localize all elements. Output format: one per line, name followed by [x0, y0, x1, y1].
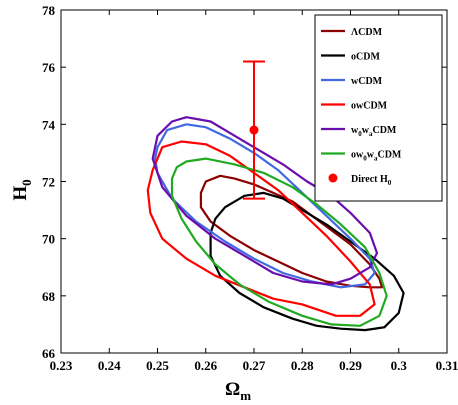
contour-wcdm: [154, 123, 376, 289]
x-tick-label: 0.26: [194, 358, 217, 373]
legend-item: ΛCDM: [321, 27, 383, 38]
y-tick-label: 78: [42, 3, 56, 18]
y-tick-label: 66: [42, 346, 56, 361]
direct-h0-marker: [243, 60, 265, 200]
x-tick-label: 0.31: [436, 358, 458, 373]
y-tick-label: 74: [42, 117, 56, 132]
legend-label: wCDM: [351, 76, 383, 87]
contour-ow0wacdm: [170, 157, 388, 327]
x-tick-label: 0.23: [50, 358, 73, 373]
legend-item: owCDM: [321, 101, 388, 112]
y-tick-label: 72: [42, 175, 55, 190]
legend-label: Direct H0: [351, 174, 392, 187]
direct-point: [249, 125, 259, 135]
x-tick-label: 0.3: [391, 358, 408, 373]
legend-label: owCDM: [351, 101, 388, 112]
legend-box: [314, 14, 443, 202]
legend-item: ow0waCDM: [321, 150, 402, 163]
x-tick-label: 0.25: [146, 358, 169, 373]
contour-w0wacdm: [151, 116, 379, 286]
legend-item: Direct H0: [328, 173, 392, 187]
x-tick-label: 0.24: [98, 358, 121, 373]
legend-item: w0waCDM: [321, 125, 397, 138]
y-axis-label: H0: [10, 179, 34, 200]
legend-label: ΛCDM: [351, 27, 383, 38]
legend-label: ow0waCDM: [351, 150, 402, 163]
axis-ticks: [60, 9, 448, 354]
legend-item: wCDM: [321, 76, 383, 87]
tick-labels: 0.23 0.24 0.25 0.26 0.27 0.28 0.29 0.3 0.31 66 68 7…: [42, 3, 458, 373]
legend-item: oCDM: [321, 52, 380, 63]
y-tick-label: 68: [42, 289, 56, 304]
x-axis-label: Ωm: [225, 379, 251, 403]
legend-label: w0waCDM: [351, 125, 397, 138]
contours: [146, 116, 405, 332]
legend-label: oCDM: [351, 52, 380, 63]
y-tick-label: 70: [42, 232, 55, 247]
x-tick-label: 0.29: [339, 358, 362, 373]
legend: ΛCDM oCDM wCDM owCDM w0waCDM ow0waCDM Direct H…: [314, 14, 443, 202]
contour-owcdm: [146, 140, 376, 317]
x-tick-label: 0.28: [291, 358, 314, 373]
y-tick-label: 76: [42, 60, 56, 75]
legend-swatch: [328, 173, 338, 183]
x-tick-label: 0.27: [243, 358, 266, 373]
